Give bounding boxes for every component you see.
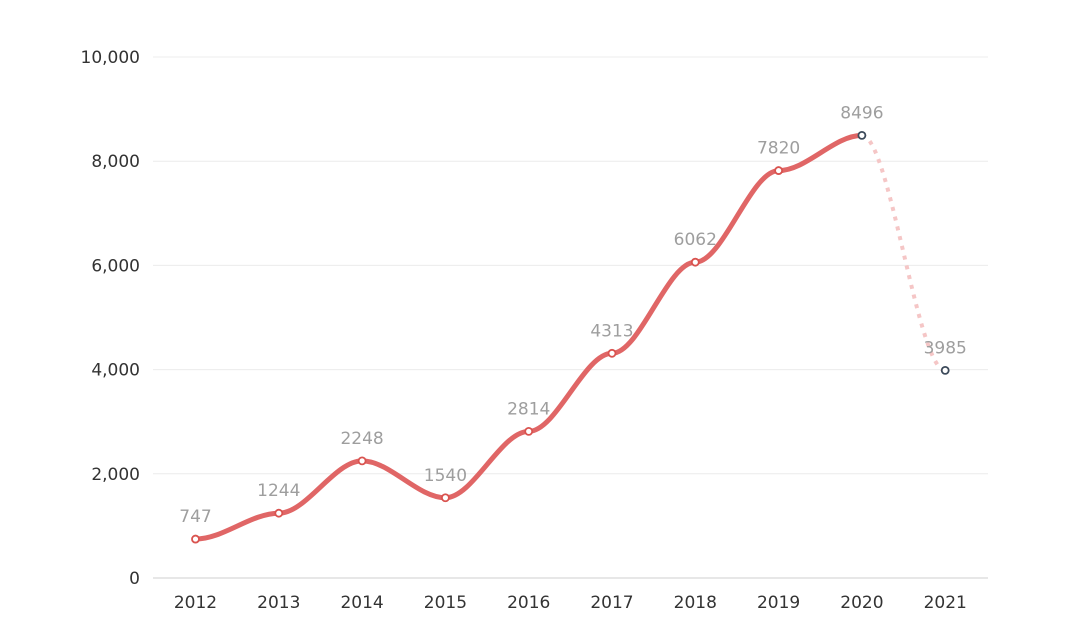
data-label: 1244: [257, 481, 300, 501]
x-tick-label: 2017: [590, 593, 633, 613]
y-tick-label: 4,000: [91, 361, 140, 381]
data-label: 7820: [757, 139, 800, 159]
data-point: [524, 426, 534, 436]
x-tick-label: 2018: [674, 593, 717, 613]
series-line-solid: [193, 132, 865, 542]
data-labels: 747 1244 2248 1540 2814 4313 6062 7820 8496 3985: [179, 103, 967, 527]
series-line-dashed: [861, 133, 946, 373]
data-point: [690, 257, 700, 267]
data-point: [440, 493, 450, 503]
data-label: 8496: [840, 103, 883, 123]
y-tick-label: 6,000: [91, 256, 140, 276]
x-tick-label: 2012: [174, 593, 217, 613]
data-point: [607, 348, 617, 358]
data-label: 1540: [424, 466, 467, 486]
x-tick-label: 2016: [507, 593, 550, 613]
data-point: [274, 508, 284, 518]
y-tick-label: 0: [129, 569, 140, 589]
x-tick-label: 2014: [340, 593, 383, 613]
data-point: [857, 130, 867, 140]
x-tick-label: 2013: [257, 593, 300, 613]
data-label: 4313: [590, 321, 633, 341]
y-axis-ticks: 0 2,000 4,000 6,000 8,000 10,000: [81, 48, 140, 589]
series-line: [193, 132, 946, 542]
data-label: 6062: [674, 230, 717, 250]
x-axis-ticks: 2012 2013 2014 2015 2016 2017 2018 2019 2020 2021: [174, 593, 967, 613]
gridlines: [153, 56, 988, 475]
x-tick-label: 2021: [924, 593, 967, 613]
data-point: [357, 456, 367, 466]
data-point: [940, 365, 950, 375]
x-tick-label: 2015: [424, 593, 467, 613]
data-label: 3985: [924, 338, 967, 358]
data-label: 2248: [340, 429, 383, 449]
x-tick-label: 2019: [757, 593, 800, 613]
data-point: [774, 166, 783, 175]
data-label: 2814: [507, 399, 550, 419]
data-label: 747: [179, 507, 211, 527]
x-tick-label: 2020: [840, 593, 883, 613]
y-tick-label: 2,000: [91, 465, 140, 485]
y-tick-label: 10,000: [81, 48, 140, 68]
data-point: [191, 534, 200, 544]
data-points: [191, 130, 950, 544]
y-tick-label: 8,000: [91, 152, 140, 172]
